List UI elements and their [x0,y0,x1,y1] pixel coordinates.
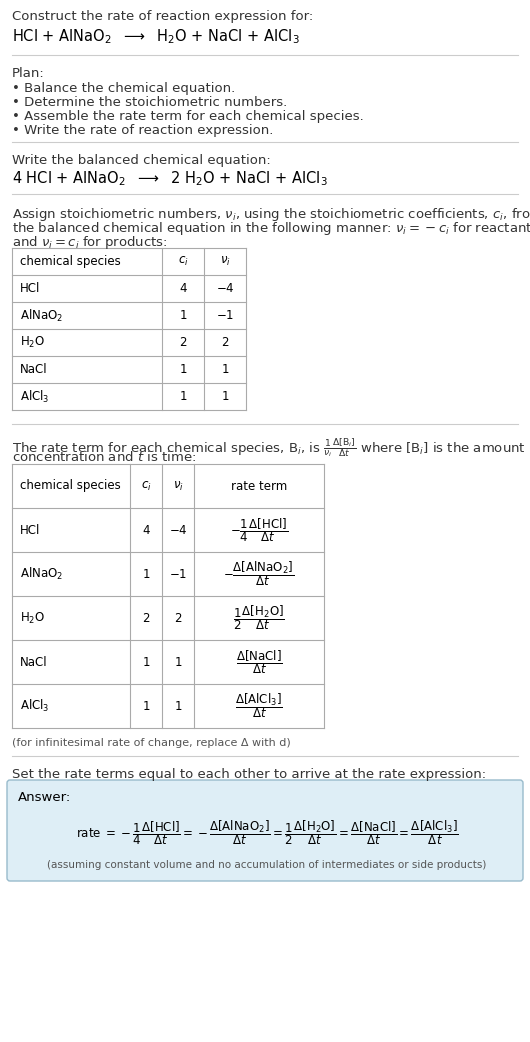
Text: 1: 1 [179,390,187,403]
Text: 1: 1 [179,309,187,322]
FancyBboxPatch shape [7,780,523,880]
Text: HCl: HCl [20,282,40,295]
Text: • Balance the chemical equation.: • Balance the chemical equation. [12,82,235,95]
Text: H$_2$O: H$_2$O [20,611,45,625]
Text: 2: 2 [174,612,182,624]
Text: Assign stoichiometric numbers, $\nu_i$, using the stoichiometric coefficients, $: Assign stoichiometric numbers, $\nu_i$, … [12,206,530,223]
Text: NaCl: NaCl [20,655,48,669]
Text: $-1$: $-1$ [216,309,234,322]
Text: $c_i$: $c_i$ [140,479,152,493]
Text: Write the balanced chemical equation:: Write the balanced chemical equation: [12,154,271,167]
Text: AlCl$_3$: AlCl$_3$ [20,389,49,404]
Text: 4 HCl + AlNaO$_2$  $\longrightarrow$  2 H$_2$O + NaCl + AlCl$_3$: 4 HCl + AlNaO$_2$ $\longrightarrow$ 2 H$… [12,169,328,188]
Text: $-\dfrac{1}{4}\dfrac{\Delta[\mathrm{HCl}]}{\Delta t}$: $-\dfrac{1}{4}\dfrac{\Delta[\mathrm{HCl}… [230,516,288,544]
Text: concentration and $t$ is time:: concentration and $t$ is time: [12,450,196,464]
Text: 2: 2 [221,336,229,349]
Text: 1: 1 [221,390,229,403]
Text: $-4$: $-4$ [169,523,187,537]
Text: HCl + AlNaO$_2$  $\longrightarrow$  H$_2$O + NaCl + AlCl$_3$: HCl + AlNaO$_2$ $\longrightarrow$ H$_2$O… [12,27,300,46]
Text: H$_2$O: H$_2$O [20,334,45,350]
Text: 1: 1 [174,699,182,713]
Text: AlNaO$_2$: AlNaO$_2$ [20,307,63,324]
Text: (assuming constant volume and no accumulation of intermediates or side products): (assuming constant volume and no accumul… [47,860,487,870]
Text: AlNaO$_2$: AlNaO$_2$ [20,566,63,582]
Text: (for infinitesimal rate of change, replace Δ with d): (for infinitesimal rate of change, repla… [12,738,291,748]
Text: $\nu_i$: $\nu_i$ [173,479,183,493]
Text: $c_i$: $c_i$ [178,255,188,268]
Text: 2: 2 [142,612,150,624]
Text: rate term: rate term [231,479,287,493]
Text: $\dfrac{\Delta[\mathrm{NaCl}]}{\Delta t}$: $\dfrac{\Delta[\mathrm{NaCl}]}{\Delta t}… [236,648,282,676]
Text: Set the rate terms equal to each other to arrive at the rate expression:: Set the rate terms equal to each other t… [12,768,486,782]
Text: 1: 1 [142,699,150,713]
Text: 1: 1 [142,655,150,669]
Text: 1: 1 [142,568,150,580]
Text: NaCl: NaCl [20,363,48,376]
Text: Answer:: Answer: [18,791,71,804]
Text: 1: 1 [221,363,229,376]
Text: 2: 2 [179,336,187,349]
Text: The rate term for each chemical species, B$_i$, is $\frac{1}{\nu_i}\frac{\Delta[: The rate term for each chemical species,… [12,436,526,458]
Text: • Write the rate of reaction expression.: • Write the rate of reaction expression. [12,124,273,137]
Text: and $\nu_i = c_i$ for products:: and $\nu_i = c_i$ for products: [12,234,167,251]
Text: 4: 4 [142,523,150,537]
Text: $-\dfrac{\Delta[\mathrm{AlNaO_2}]}{\Delta t}$: $-\dfrac{\Delta[\mathrm{AlNaO_2}]}{\Delt… [223,560,295,589]
Text: • Assemble the rate term for each chemical species.: • Assemble the rate term for each chemic… [12,110,364,123]
Text: $\dfrac{1}{2}\dfrac{\Delta[\mathrm{H_2O}]}{\Delta t}$: $\dfrac{1}{2}\dfrac{\Delta[\mathrm{H_2O}… [233,603,285,632]
Text: $\nu_i$: $\nu_i$ [219,255,231,268]
Text: $\dfrac{\Delta[\mathrm{AlCl_3}]}{\Delta t}$: $\dfrac{\Delta[\mathrm{AlCl_3}]}{\Delta … [235,692,283,720]
Text: AlCl$_3$: AlCl$_3$ [20,698,49,714]
Text: the balanced chemical equation in the following manner: $\nu_i = -c_i$ for react: the balanced chemical equation in the fo… [12,220,530,237]
Text: Plan:: Plan: [12,67,45,80]
Text: $-4$: $-4$ [216,282,234,295]
Text: 4: 4 [179,282,187,295]
Text: chemical species: chemical species [20,255,121,268]
Text: chemical species: chemical species [20,479,121,493]
Text: • Determine the stoichiometric numbers.: • Determine the stoichiometric numbers. [12,96,287,109]
Text: $-1$: $-1$ [169,568,187,580]
Text: 1: 1 [179,363,187,376]
Text: 1: 1 [174,655,182,669]
Text: Construct the rate of reaction expression for:: Construct the rate of reaction expressio… [12,10,313,23]
Text: rate $= -\dfrac{1}{4}\dfrac{\Delta[\mathrm{HCl}]}{\Delta t} = -\dfrac{\Delta[\ma: rate $= -\dfrac{1}{4}\dfrac{\Delta[\math… [76,819,458,847]
Text: HCl: HCl [20,523,40,537]
